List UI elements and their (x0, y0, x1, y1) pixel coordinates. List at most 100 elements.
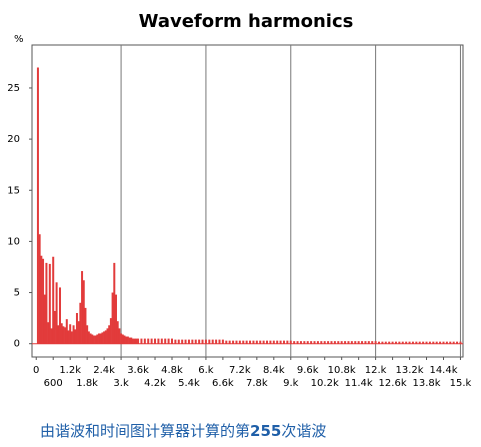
bar (418, 341, 421, 344)
bar (293, 341, 296, 344)
caption-text: 由谐波和时间图计算器计算的第 (40, 422, 251, 440)
bar (408, 341, 411, 344)
bar (259, 340, 262, 344)
bar (47, 322, 50, 344)
bar (154, 338, 157, 344)
bar (401, 341, 404, 344)
bar (160, 338, 163, 344)
bar (201, 339, 204, 344)
bar (306, 341, 309, 344)
bar (398, 341, 401, 344)
bar (60, 323, 63, 344)
bar (330, 341, 333, 344)
page: Waveform harmonics % 0 5 10 15 20 25 0 600 1.2k 1… (7, 11, 472, 440)
bar (86, 325, 89, 344)
bar (98, 333, 101, 344)
bar (113, 262, 116, 344)
bar (344, 341, 347, 344)
bar (131, 338, 134, 344)
bar (452, 341, 455, 344)
bar (228, 340, 231, 344)
bar (36, 67, 39, 344)
x-tick-label: 12.k (365, 365, 387, 376)
bar (323, 341, 326, 344)
bar (133, 338, 136, 344)
bar (245, 340, 248, 344)
bar (350, 341, 353, 344)
bar (48, 263, 51, 344)
bar (42, 258, 45, 344)
bar (208, 339, 211, 344)
x-tick-label: 12.6k (379, 378, 407, 389)
bar (191, 339, 194, 344)
bar (279, 340, 282, 344)
bar (269, 340, 272, 344)
bar (405, 341, 408, 344)
bar (218, 339, 221, 344)
bar (108, 325, 111, 344)
bar (77, 321, 80, 344)
bar (72, 325, 75, 344)
plot-frame (31, 44, 464, 358)
bar (286, 340, 289, 344)
chart-title: Waveform harmonics (139, 11, 354, 32)
x-tick-label: 7.2k (229, 365, 251, 376)
bar (92, 335, 95, 344)
bar (52, 256, 55, 344)
bar (249, 340, 252, 344)
bar (103, 331, 106, 344)
x-tick-label: 13.2k (396, 365, 424, 376)
x-tick-label: 13.8k (412, 378, 440, 389)
x-tick-label: 15.k (450, 378, 472, 389)
bar (79, 302, 82, 344)
bar (67, 330, 70, 344)
bar (126, 336, 129, 344)
bar (135, 338, 138, 344)
bar (174, 339, 177, 344)
y-tick-label: 25 (7, 83, 20, 94)
y-tick-label: 15 (7, 185, 20, 196)
bar (391, 341, 394, 344)
bar (313, 341, 316, 344)
bar (99, 333, 102, 344)
bar (101, 332, 104, 344)
bar (84, 307, 87, 344)
bar (262, 340, 265, 344)
bar (320, 341, 323, 344)
bar (381, 341, 384, 344)
x-tick-label: 4.8k (161, 365, 183, 376)
bar (43, 294, 46, 344)
x-tick-label: 6.k (198, 365, 214, 376)
y-tick-label: 5 (14, 288, 20, 299)
x-tick-label: 4.2k (144, 378, 166, 389)
bar (45, 262, 48, 344)
bar (128, 337, 131, 344)
bar (378, 341, 381, 344)
caption: 由谐波和时间图计算器计算的第255次谐波 (40, 420, 326, 441)
bar (75, 313, 78, 344)
bar (58, 287, 61, 344)
bar (415, 341, 418, 344)
x-tick-label: 7.8k (246, 378, 268, 389)
bar (70, 331, 73, 344)
bar (232, 340, 235, 344)
bar (125, 336, 128, 344)
bar (106, 328, 109, 344)
bar (354, 341, 357, 344)
bar (143, 338, 146, 344)
bar (177, 339, 180, 344)
bar (337, 341, 340, 344)
bar (69, 324, 72, 344)
bar (64, 327, 67, 344)
bar (38, 234, 41, 344)
bar (157, 338, 160, 344)
bar (225, 340, 228, 344)
bar (289, 340, 292, 344)
bar (111, 292, 114, 344)
x-tick-label: 2.4k (93, 365, 115, 376)
x-tick-label: 1.8k (76, 378, 98, 389)
bar (242, 340, 245, 344)
x-tick-label: 14.4k (429, 365, 457, 376)
bar (109, 318, 112, 344)
x-tick-label: 5.4k (178, 378, 200, 389)
